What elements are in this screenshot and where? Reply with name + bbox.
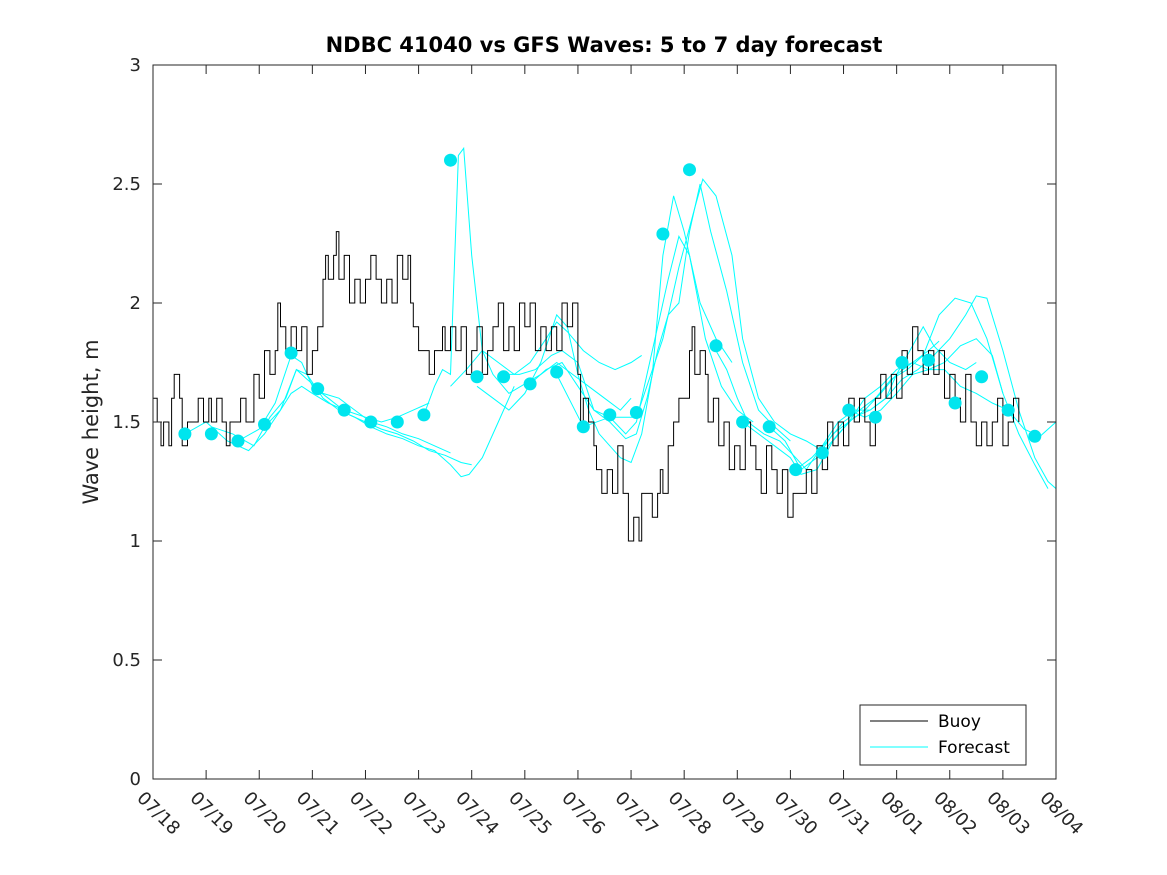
forecast-run-line-8 bbox=[503, 235, 754, 435]
chart-title: NDBC 41040 vs GFS Waves: 5 to 7 day fore… bbox=[326, 33, 883, 57]
forecast-marker-5 bbox=[284, 346, 298, 360]
forecast-marker-15 bbox=[550, 365, 564, 379]
forecast-marker-25 bbox=[815, 446, 829, 460]
forecast-marker-6 bbox=[311, 382, 325, 396]
forecast-marker-11 bbox=[444, 153, 457, 167]
forecast-marker-9 bbox=[390, 415, 404, 429]
forecast-marker-29 bbox=[922, 353, 935, 367]
forecast-marker-30 bbox=[948, 396, 962, 410]
legend-forecast-label: Forecast bbox=[938, 738, 1010, 758]
forecast-marker-26 bbox=[842, 403, 856, 417]
forecast-marker-7 bbox=[337, 403, 351, 417]
forecast-marker-28 bbox=[895, 356, 909, 369]
forecast-marker-10 bbox=[417, 408, 431, 422]
forecast-marker-19 bbox=[656, 227, 670, 241]
y-tick-label-1: 0.5 bbox=[112, 650, 141, 671]
legend-box bbox=[859, 704, 1027, 766]
forecast-run-line-5 bbox=[423, 146, 632, 416]
forecast-run-line-10 bbox=[556, 178, 823, 452]
forecast-marker-17 bbox=[603, 408, 617, 422]
forecast-marker-4 bbox=[258, 417, 271, 431]
y-tick-label-3: 1.5 bbox=[112, 412, 141, 433]
forecast-marker-12 bbox=[470, 370, 484, 384]
y-tick-label-4: 2 bbox=[130, 293, 141, 314]
forecast-marker-13 bbox=[497, 370, 511, 384]
forecast-marker-21 bbox=[709, 339, 723, 353]
forecast-marker-18 bbox=[629, 406, 643, 419]
forecast-marker-16 bbox=[576, 420, 590, 434]
forecast-run-line-2 bbox=[211, 368, 451, 454]
forecast-marker-33 bbox=[1028, 429, 1042, 443]
y-tick-label-2: 1 bbox=[130, 531, 141, 552]
legend: Buoy Forecast bbox=[859, 704, 1027, 766]
y-tick-label-6: 3 bbox=[130, 55, 141, 76]
y-tick-label-0: 0 bbox=[130, 769, 141, 790]
forecast-marker-14 bbox=[523, 377, 537, 391]
y-tick-label-5: 2.5 bbox=[112, 174, 141, 195]
forecast-marker-1 bbox=[178, 427, 192, 441]
forecast-run-line-13 bbox=[768, 338, 1004, 471]
series-layer bbox=[153, 146, 1057, 542]
plot-area bbox=[153, 65, 1056, 779]
forecast-run-line-16 bbox=[848, 369, 1057, 437]
forecast-marker-31 bbox=[975, 370, 989, 384]
forecast-marker-22 bbox=[736, 415, 750, 429]
forecast-marker-23 bbox=[762, 420, 776, 434]
forecast-marker-20 bbox=[683, 163, 696, 177]
y-axis-title: Wave height, m bbox=[79, 339, 103, 504]
forecast-marker-32 bbox=[1001, 403, 1015, 417]
forecast-marker-8 bbox=[364, 415, 378, 429]
forecast-marker-24 bbox=[789, 463, 803, 477]
forecast-marker-3 bbox=[231, 434, 245, 448]
forecast-run-line-4 bbox=[264, 368, 515, 478]
legend-buoy-label: Buoy bbox=[938, 712, 981, 732]
forecast-marker-2 bbox=[204, 427, 218, 441]
forecast-marker-27 bbox=[868, 410, 882, 424]
